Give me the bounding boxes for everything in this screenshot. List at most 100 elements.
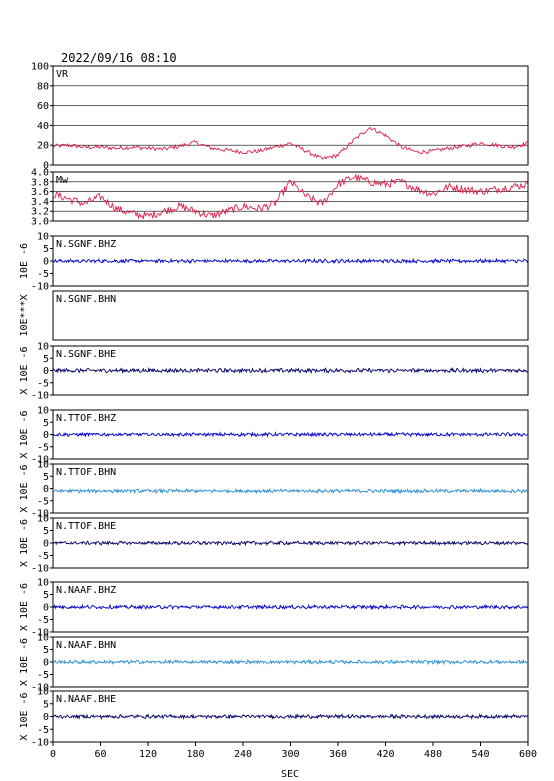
- panel-label: Mw: [56, 175, 69, 186]
- x-tick-label: 480: [424, 749, 442, 760]
- y-tick-label: 0: [43, 430, 49, 441]
- y-tick-label: 0: [43, 257, 49, 268]
- y-tick-label: 0: [43, 484, 49, 495]
- y-tick-label: -10: [31, 628, 49, 639]
- panel-n-naaf-bhn: -10 -50 510 N.NAAF.BHN X 10E -6: [19, 633, 529, 694]
- y-tick-label: -10: [31, 509, 49, 520]
- y-tick-label: -10: [31, 564, 49, 575]
- y-tick-label: 80: [37, 81, 49, 92]
- y-tick-label: 0: [43, 366, 49, 377]
- x-tick-label: 60: [94, 749, 106, 760]
- panel-n-naaf-bhe: -10 -5 0 510 N.NAAF.BHE X 10E -6: [19, 687, 529, 749]
- y-tick-label: -5: [37, 615, 49, 626]
- panel-vr: 0 20 40 60 80 100 VR: [31, 62, 529, 172]
- y-tick-label: 0: [43, 603, 49, 614]
- y-tick-label: -5: [37, 442, 49, 453]
- y-unit-label: 10E -6: [19, 243, 30, 279]
- y-tick-label: 5: [43, 354, 49, 365]
- panel-frame: [52, 171, 529, 222]
- panel-n-ttof-bhe: -10 -50 510 N.TTOF.BHE X 10E -6: [19, 514, 529, 575]
- y-tick-label: 10: [37, 232, 49, 243]
- panel-n-sgnf-bhn: N.SGNF.BHN 10E***X: [19, 290, 529, 341]
- y-tick-label: 0: [43, 712, 49, 723]
- y-unit-label: X 10E -6: [19, 410, 30, 458]
- y-tick-label: -5: [37, 269, 49, 280]
- y-tick-label: 10: [37, 406, 49, 417]
- x-tick-label: 420: [376, 749, 394, 760]
- y-tick-label: -5: [37, 496, 49, 507]
- y-tick-label: 4.0: [31, 168, 49, 179]
- series-line: [53, 603, 529, 611]
- y-tick-label: -10: [31, 738, 49, 749]
- y-tick-label: 10: [37, 460, 49, 471]
- panel-n-naaf-bhz: -10 -50 510 N.NAAF.BHZ X 10E -6: [19, 578, 529, 639]
- x-axis-label: SEC: [281, 769, 299, 780]
- panel-label: N.SGNF.BHE: [56, 349, 116, 360]
- panel-frame: [52, 290, 529, 341]
- y-tick-label: -5: [37, 378, 49, 389]
- y-tick-label: 60: [37, 101, 49, 112]
- series-line: [52, 487, 529, 495]
- series-line: [52, 539, 529, 547]
- panel-label: N.TTOF.BHN: [56, 467, 116, 478]
- x-axis: 0 60 120 180 240 300 360 420 480 540 600: [50, 742, 537, 760]
- panel-label: N.TTOF.BHE: [56, 521, 116, 532]
- y-tick-label: 20: [37, 141, 49, 152]
- y-tick-label: 5: [43, 526, 49, 537]
- y-tick-label: 3.6: [31, 187, 49, 198]
- y-unit-label: X 10E -6: [19, 519, 30, 567]
- y-unit-label: X 10E -6: [19, 346, 30, 394]
- panel-label: N.NAAF.BHZ: [56, 585, 116, 596]
- y-tick-label: 0: [43, 658, 49, 669]
- series-line: [52, 658, 529, 666]
- panel-frame: [52, 409, 529, 460]
- y-tick-label: 100: [31, 62, 49, 73]
- panel-label: N.SGNF.BHN: [56, 294, 116, 305]
- y-tick-label: 3.4: [31, 197, 49, 208]
- figure-title: 2022/09/16 08:10: [61, 51, 177, 65]
- panel-label: VR: [56, 69, 69, 80]
- y-unit-label: X 10E -6: [19, 692, 30, 740]
- y-tick-label: 5: [43, 244, 49, 255]
- panel-mw: 3.03.23.43.63.84.0 Mw: [31, 168, 529, 228]
- x-tick-label: 600: [519, 749, 537, 760]
- y-tick-label: -10: [31, 683, 49, 694]
- x-tick-label: 120: [139, 749, 157, 760]
- y-tick-label: -5: [37, 551, 49, 562]
- y-tick-label: 0: [43, 161, 49, 172]
- y-tick-label: 40: [37, 121, 49, 132]
- y-tick-label: 10: [37, 578, 49, 589]
- y-tick-label: 5: [43, 590, 49, 601]
- panel-label: N.NAAF.BHN: [56, 640, 116, 651]
- y-tick-label: 10: [37, 687, 49, 698]
- series-line: [52, 173, 529, 220]
- y-tick-label: 3.0: [31, 217, 49, 228]
- series-line: [52, 257, 529, 265]
- y-tick-label: -5: [37, 670, 49, 681]
- panel-frame: [52, 65, 529, 166]
- y-tick-label: 5: [43, 418, 49, 429]
- panel-n-sgnf-bhz: -10 -50 510 N.SGNF.BHZ 10E -6: [19, 232, 529, 293]
- x-tick-label: 360: [329, 749, 347, 760]
- series-line: [52, 431, 529, 438]
- y-tick-label: -5: [37, 725, 49, 736]
- panel-frame: [52, 463, 529, 514]
- y-tick-label: 5: [43, 645, 49, 656]
- y-tick-label: 3.2: [31, 207, 49, 218]
- y-tick-label: -10: [31, 391, 49, 402]
- y-tick-label: 10: [37, 514, 49, 525]
- y-tick-label: -10: [31, 455, 49, 466]
- y-tick-label: 5: [43, 699, 49, 710]
- x-tick-label: 240: [234, 749, 252, 760]
- series-line: [52, 713, 529, 720]
- chart-panels: 020406080100VR3.03.23.43.63.84.0Mw-10-50…: [19, 62, 529, 749]
- x-tick-label: 540: [471, 749, 489, 760]
- y-unit-label: X 10E -6: [19, 638, 30, 686]
- x-tick-label: 300: [281, 749, 299, 760]
- y-unit-label: X 10E -6: [19, 464, 30, 512]
- panel-label: N.NAAF.BHE: [56, 694, 116, 705]
